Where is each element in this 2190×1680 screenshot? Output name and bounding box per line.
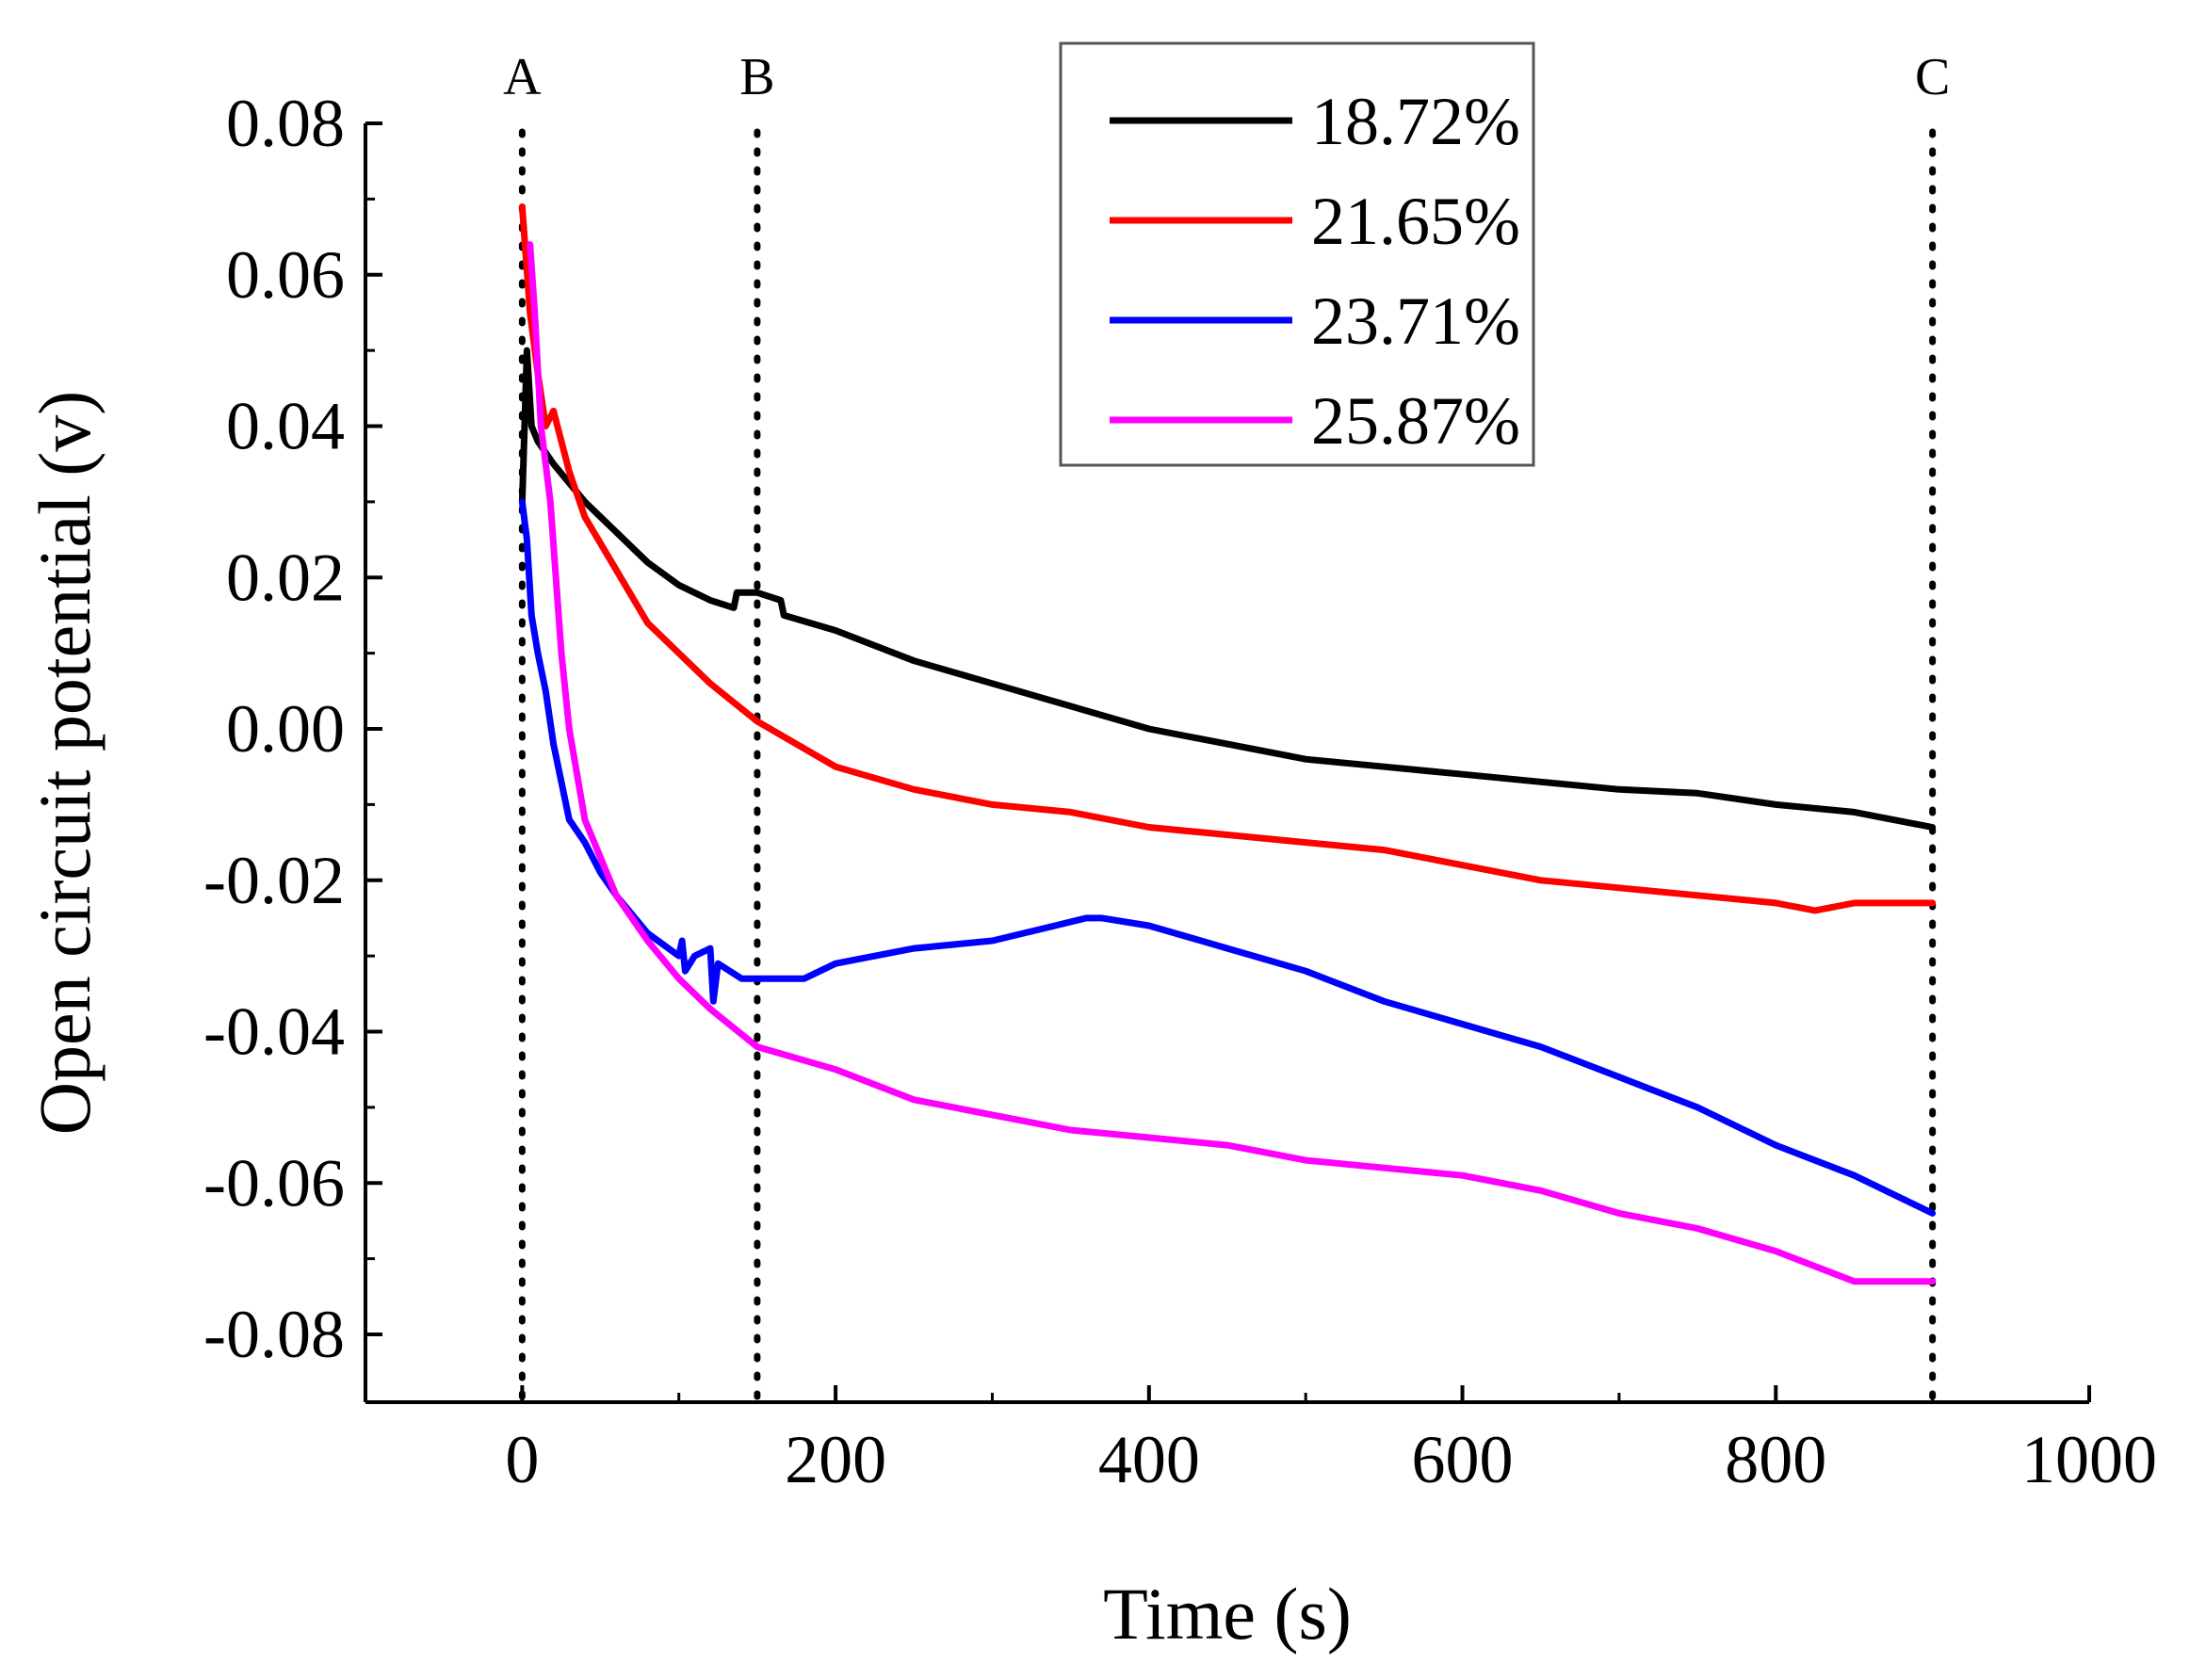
- y-tick-label: 0.08: [226, 86, 345, 161]
- series-lines: [518, 202, 1937, 1285]
- x-tick-label: 200: [785, 1422, 886, 1497]
- series-line-2: [518, 202, 1937, 914]
- marker-label-a: A: [503, 48, 542, 106]
- legend-label-3: 23.71%: [1311, 283, 1520, 359]
- y-tick-label: 0.06: [226, 237, 345, 313]
- x-tick-label: 1000: [2021, 1422, 2157, 1497]
- legend-label-1: 18.72%: [1311, 84, 1520, 159]
- legend-label-4: 25.87%: [1311, 383, 1520, 459]
- legend-label-2: 21.65%: [1311, 184, 1520, 259]
- marker-lines: A B C: [503, 48, 1950, 1406]
- x-tick-label: 800: [1725, 1422, 1826, 1497]
- x-tick-label: 0: [505, 1422, 539, 1497]
- ticks: [364, 121, 2091, 1402]
- y-tick-label: -0.02: [203, 843, 345, 918]
- legend: 18.72% 21.65% 23.71% 25.87%: [1059, 41, 1535, 467]
- axes: [364, 123, 2089, 1404]
- legend-box: [1059, 41, 1535, 467]
- y-tick-label: 0.04: [226, 389, 345, 464]
- series-line-4: [527, 241, 1937, 1285]
- y-axis-title: Open circuit potential (v): [24, 391, 105, 1136]
- x-axis-title: Time (s): [1103, 1573, 1352, 1655]
- marker-label-c: C: [1915, 48, 1950, 106]
- x-tick-label: 600: [1412, 1422, 1514, 1497]
- y-tick-label: -0.08: [203, 1297, 345, 1372]
- series-line-3: [518, 498, 1937, 1217]
- y-tick-label: 0.00: [226, 691, 345, 767]
- x-tick-label: 400: [1098, 1422, 1200, 1497]
- y-tick-label: 0.02: [226, 540, 345, 615]
- tick-labels: 0 200 400 600 800 1000 0.08 0.06 0.04 0.02 0.00 -0.…: [203, 86, 2157, 1497]
- y-tick-label: -0.04: [203, 994, 345, 1070]
- y-tick-label: -0.06: [203, 1145, 345, 1220]
- marker-label-b: B: [739, 48, 774, 106]
